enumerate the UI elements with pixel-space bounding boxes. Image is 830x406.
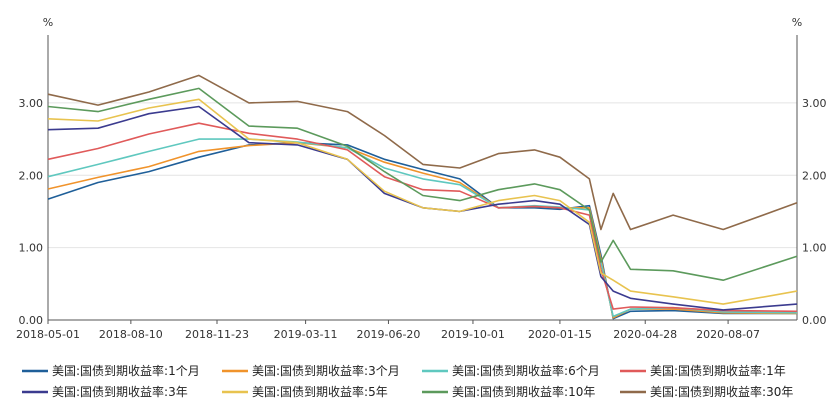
y-tick-labels-right: 0.00 1.00 2.00 3.00 <box>802 97 827 327</box>
legend-label-3: 美国:国债到期收益率:1年 <box>650 363 786 378</box>
x-tick-labels: 2018-05-01 2018-08-10 2018-11-23 2019-03-11… <box>16 320 760 341</box>
series-line-5 <box>47 98 798 305</box>
x-tick-0: 2018-05-01 <box>16 328 80 341</box>
legend-label-1: 美国:国债到期收益率:3个月 <box>252 363 400 378</box>
series-line-7 <box>47 74 798 231</box>
y-tick-right-1: 1.00 <box>802 242 827 255</box>
y-tick-left-1: 1.00 <box>19 242 44 255</box>
legend-label-5: 美国:国债到期收益率:5年 <box>252 384 388 399</box>
x-tick-3: 2019-03-11 <box>274 328 338 341</box>
x-tick-4: 2019-06-20 <box>356 328 420 341</box>
x-tick-1: 2018-08-10 <box>99 328 163 341</box>
series-line-4 <box>47 105 798 311</box>
y-tick-left-0: 0.00 <box>19 314 44 327</box>
legend-label-0: 美国:国债到期收益率:1个月 <box>52 363 200 378</box>
series-line-6 <box>47 87 798 281</box>
x-tick-6: 2020-01-15 <box>528 328 592 341</box>
y-tick-right-0: 0.00 <box>802 314 827 327</box>
legend-label-7: 美国:国债到期收益率:30年 <box>650 384 793 399</box>
grid-lines <box>48 102 797 321</box>
left-axis-unit: % <box>43 16 53 29</box>
right-axis-unit: % <box>792 16 802 29</box>
y-tick-labels-left: 0.00 1.00 2.00 3.00 <box>19 97 44 327</box>
series-lines <box>47 74 798 320</box>
x-tick-5: 2019-10-01 <box>441 328 505 341</box>
series-line-3 <box>47 122 798 313</box>
legend: 美国:国债到期收益率:1个月 美国:国债到期收益率:3个月 美国:国债到期收益率:6… <box>22 363 793 399</box>
legend-label-4: 美国:国债到期收益率:3年 <box>52 384 188 399</box>
x-tick-7: 2020-04-28 <box>613 328 677 341</box>
y-tick-right-2: 2.00 <box>802 169 827 182</box>
y-tick-left-2: 2.00 <box>19 169 44 182</box>
series-line-2 <box>47 138 798 318</box>
axes <box>47 35 798 321</box>
y-tick-right-3: 3.00 <box>802 97 827 110</box>
legend-label-2: 美国:国债到期收益率:6个月 <box>452 363 600 378</box>
x-tick-2: 2018-11-23 <box>185 328 249 341</box>
y-tick-left-3: 3.00 <box>19 97 44 110</box>
legend-label-6: 美国:国债到期收益率:10年 <box>452 384 595 399</box>
x-tick-8: 2020-08-07 <box>696 328 760 341</box>
series-line-0 <box>47 141 797 320</box>
